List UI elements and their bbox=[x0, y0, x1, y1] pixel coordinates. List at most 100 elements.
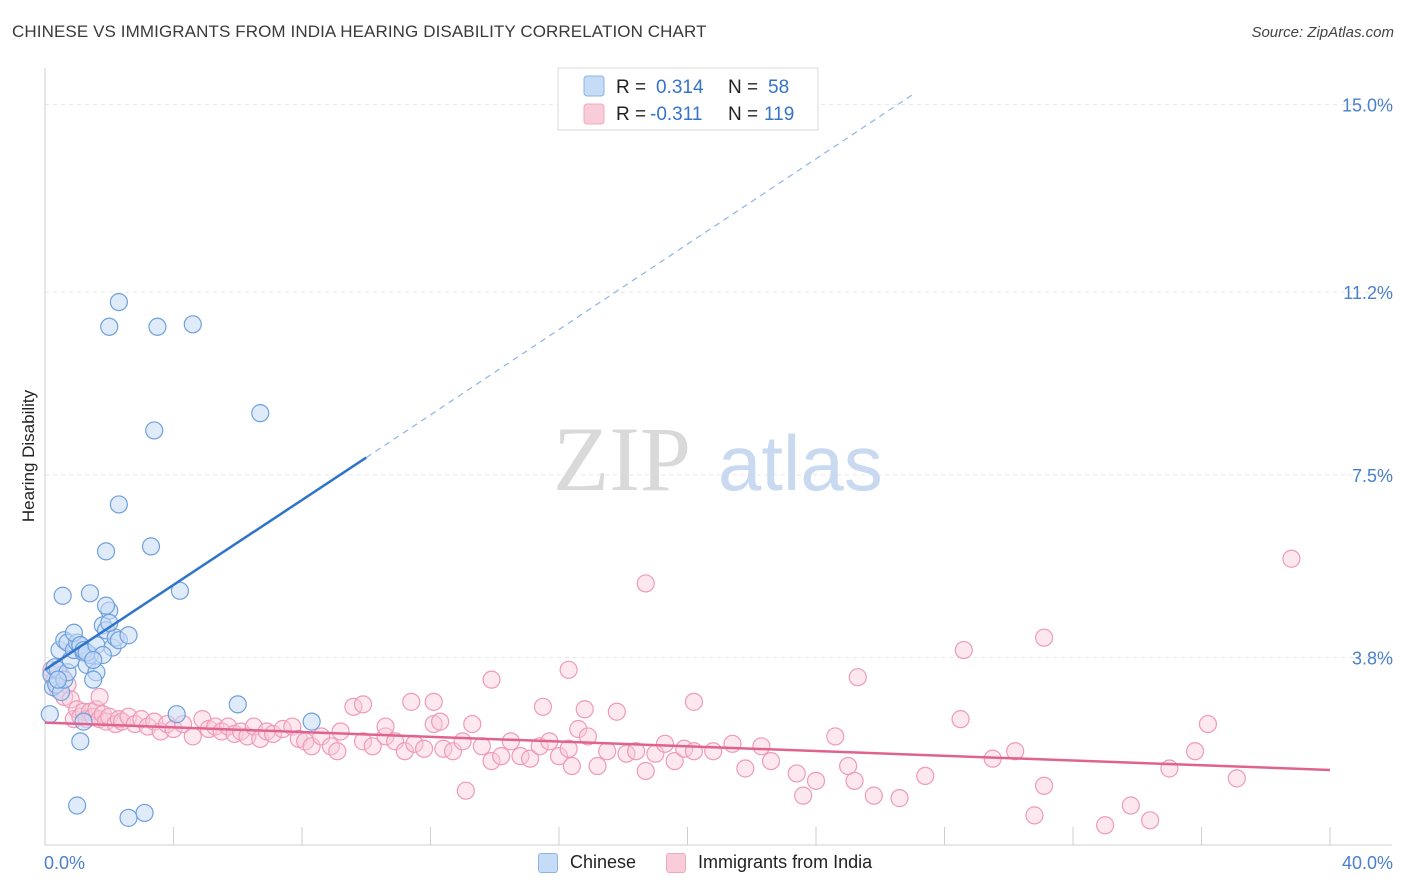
point-chinese bbox=[228, 695, 247, 714]
point-india bbox=[559, 660, 578, 679]
point-india bbox=[1006, 742, 1025, 761]
point-india bbox=[302, 737, 321, 756]
point-india bbox=[395, 742, 414, 761]
point-india bbox=[183, 727, 202, 746]
point-india bbox=[1198, 714, 1218, 734]
point-india bbox=[665, 751, 684, 771]
point-india bbox=[456, 781, 475, 800]
point-india bbox=[1140, 811, 1160, 830]
point-chinese bbox=[141, 537, 161, 556]
point-india bbox=[492, 747, 511, 766]
legend-r-value-1: 0.314 bbox=[656, 77, 704, 98]
point-india bbox=[839, 756, 858, 776]
point-india bbox=[752, 737, 771, 756]
point-india bbox=[463, 714, 482, 734]
point-chinese bbox=[109, 495, 128, 514]
point-chinese bbox=[183, 315, 202, 334]
x-tick-label-min: 0.0% bbox=[44, 853, 85, 873]
x-tick-label-max: 40.0% bbox=[1342, 853, 1393, 873]
point-chinese bbox=[251, 404, 270, 423]
bottom-legend-swatch-india bbox=[666, 852, 687, 873]
trend-line-chinese-extension bbox=[365, 94, 913, 459]
point-india bbox=[864, 786, 883, 805]
y-axis-label: Hearing Disability bbox=[19, 389, 38, 522]
trend-line-india bbox=[44, 721, 1331, 772]
chart-title: CHINESE VS IMMIGRANTS FROM INDIA HEARING… bbox=[12, 22, 707, 41]
point-chinese bbox=[119, 626, 138, 645]
point-india bbox=[386, 732, 405, 751]
point-india bbox=[402, 692, 421, 711]
point-chinese bbox=[145, 421, 164, 440]
point-india bbox=[482, 751, 501, 771]
point-chinese bbox=[135, 803, 154, 823]
x-tick-labels: 0.0% 40.0% bbox=[44, 853, 1393, 873]
point-chinese bbox=[148, 317, 167, 336]
legend-n-label-2: N = bbox=[728, 104, 758, 125]
point-india bbox=[424, 692, 443, 711]
point-india bbox=[826, 727, 845, 746]
point-india bbox=[453, 732, 472, 751]
point-india bbox=[1185, 742, 1205, 761]
point-chinese bbox=[119, 808, 138, 827]
point-india bbox=[636, 761, 655, 781]
point-india bbox=[794, 786, 813, 805]
point-india bbox=[1034, 776, 1054, 795]
point-india bbox=[655, 734, 675, 753]
point-india bbox=[1282, 549, 1301, 568]
point-chinese bbox=[84, 650, 103, 670]
y-tick-labels: 3.8% 7.5% 11.2% 15.0% bbox=[1342, 96, 1393, 669]
point-india bbox=[1025, 806, 1044, 825]
legend-swatch-chinese bbox=[583, 75, 605, 97]
point-india bbox=[533, 697, 553, 716]
point-india bbox=[414, 739, 434, 758]
point-chinese bbox=[302, 712, 321, 731]
point-chinese bbox=[167, 705, 186, 724]
point-india bbox=[736, 759, 755, 778]
point-india bbox=[626, 742, 646, 761]
point-chinese bbox=[68, 796, 87, 815]
point-india bbox=[1096, 816, 1115, 835]
point-india bbox=[1227, 769, 1246, 788]
legend-swatch-india bbox=[583, 103, 605, 125]
point-india bbox=[328, 742, 347, 761]
y-tick-label: 11.2% bbox=[1343, 283, 1393, 303]
point-india bbox=[761, 751, 781, 771]
point-india bbox=[549, 747, 569, 766]
point-india bbox=[363, 737, 382, 756]
point-chinese bbox=[84, 670, 103, 689]
point-india bbox=[598, 742, 617, 761]
point-chinese bbox=[96, 542, 116, 561]
legend-n-value-2: 119 bbox=[764, 104, 794, 125]
point-india bbox=[636, 574, 655, 593]
legend-r-value-2: -0.311 bbox=[650, 104, 702, 125]
source-label: Source: ZipAtlas.com bbox=[1251, 24, 1394, 41]
point-india bbox=[331, 722, 350, 741]
point-india bbox=[472, 737, 491, 756]
trend-line-chinese bbox=[44, 456, 367, 671]
bottom-legend-swatch-chinese bbox=[538, 852, 558, 873]
point-india bbox=[431, 712, 450, 731]
point-india bbox=[562, 756, 581, 776]
bottom-legend-label-chinese: Chinese bbox=[570, 852, 637, 872]
bottom-legend-india: Immigrants from India bbox=[666, 852, 872, 873]
point-india bbox=[916, 766, 935, 786]
bottom-legend-label-india: Immigrants from India bbox=[698, 852, 873, 872]
point-chinese bbox=[170, 581, 190, 600]
point-india bbox=[520, 749, 540, 768]
point-india bbox=[890, 789, 909, 808]
watermark-atlas: atlas bbox=[718, 419, 883, 507]
point-india bbox=[443, 742, 463, 761]
point-india bbox=[607, 702, 626, 721]
point-chinese bbox=[71, 732, 90, 751]
point-chinese bbox=[80, 584, 100, 603]
point-india bbox=[787, 764, 806, 783]
point-india bbox=[90, 687, 109, 707]
point-india bbox=[1121, 796, 1140, 815]
grid bbox=[45, 104, 1392, 658]
point-india bbox=[723, 734, 742, 753]
point-india bbox=[578, 727, 598, 746]
point-india bbox=[482, 670, 501, 689]
point-india bbox=[954, 640, 973, 660]
legend-n-label-1: N = bbox=[728, 77, 758, 98]
